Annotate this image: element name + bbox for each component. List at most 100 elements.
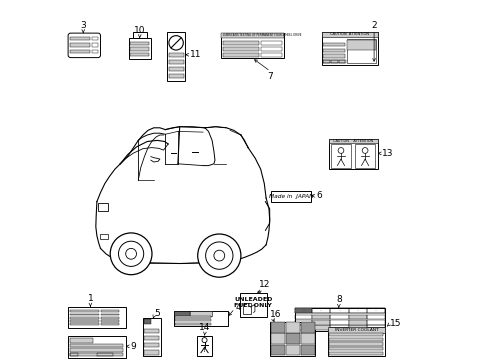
Bar	[311, 308, 329, 313]
Bar	[144, 329, 159, 333]
Bar	[294, 308, 384, 313]
Bar	[270, 322, 285, 333]
Bar	[97, 353, 113, 356]
Text: Made in  JAPAN: Made in JAPAN	[268, 194, 313, 199]
Text: LUBRICANT/TESTING OF PERMANENT FOUR-WHEEL DRIVE: LUBRICANT/TESTING OF PERMANENT FOUR-WHEE…	[223, 33, 301, 37]
Bar	[168, 74, 183, 78]
Bar	[100, 234, 107, 239]
Text: 13: 13	[381, 149, 393, 158]
Text: 8: 8	[335, 295, 341, 304]
Text: CAUTION    ATTENTION: CAUTION ATTENTION	[333, 139, 373, 143]
Bar	[328, 139, 377, 169]
Bar	[197, 336, 212, 356]
Text: INVERTER COOLANT: INVERTER COOLANT	[334, 328, 378, 332]
Bar	[221, 33, 284, 58]
Text: 5: 5	[154, 310, 160, 319]
Bar	[329, 352, 382, 355]
Bar	[323, 60, 344, 63]
Text: 7: 7	[266, 72, 272, 81]
Bar	[68, 307, 125, 328]
Bar	[98, 203, 107, 211]
Bar	[366, 315, 384, 319]
Bar	[271, 191, 310, 202]
Text: 10: 10	[134, 26, 145, 35]
Bar	[328, 139, 377, 143]
Bar	[366, 325, 384, 330]
Bar	[294, 308, 384, 331]
Bar	[300, 333, 314, 344]
Bar	[70, 317, 99, 319]
Bar	[311, 315, 329, 319]
Bar	[348, 320, 366, 325]
Text: UNLEADED: UNLEADED	[234, 297, 272, 302]
Bar	[285, 322, 299, 333]
Bar	[70, 310, 99, 312]
Bar	[323, 54, 344, 58]
Bar	[144, 319, 151, 324]
Text: ...: ...	[319, 308, 322, 312]
Text: !: !	[203, 347, 205, 353]
Bar	[300, 345, 314, 355]
Circle shape	[110, 233, 152, 275]
Bar	[348, 325, 366, 330]
Bar	[175, 323, 211, 325]
Circle shape	[197, 234, 241, 277]
Bar	[270, 333, 285, 344]
Bar	[133, 32, 146, 38]
Bar	[285, 345, 299, 355]
Bar	[311, 320, 329, 325]
Bar	[327, 327, 384, 356]
Bar	[327, 327, 384, 333]
Bar	[222, 47, 258, 51]
Bar	[354, 144, 374, 168]
Bar	[323, 60, 329, 63]
Bar	[329, 320, 348, 325]
Bar	[321, 32, 377, 37]
Bar	[91, 37, 98, 40]
Bar	[101, 317, 118, 319]
Bar	[91, 50, 98, 53]
Bar	[70, 338, 93, 343]
Bar	[329, 338, 382, 341]
Bar	[128, 38, 151, 59]
Bar	[294, 320, 311, 325]
Bar	[144, 350, 159, 355]
Bar	[70, 50, 90, 53]
Bar	[174, 311, 189, 316]
Circle shape	[125, 248, 136, 259]
Bar	[70, 353, 123, 356]
Text: 14: 14	[199, 323, 210, 332]
Bar	[129, 53, 149, 56]
Bar	[329, 315, 348, 319]
Bar	[70, 323, 99, 325]
Text: 16: 16	[270, 310, 282, 319]
Circle shape	[213, 250, 224, 261]
Bar	[70, 344, 123, 347]
Bar	[329, 347, 382, 350]
Bar	[129, 47, 149, 51]
Bar	[323, 49, 344, 52]
Bar	[222, 41, 258, 45]
Bar	[68, 336, 125, 358]
Bar	[270, 345, 285, 355]
Bar	[144, 336, 159, 340]
Bar	[329, 308, 348, 313]
Bar	[222, 53, 258, 57]
Bar	[269, 322, 314, 356]
Bar	[167, 32, 185, 81]
Bar	[330, 144, 351, 168]
Text: 3: 3	[80, 21, 86, 30]
FancyBboxPatch shape	[68, 33, 101, 58]
Bar	[329, 333, 382, 336]
Bar	[321, 32, 377, 65]
Bar	[260, 53, 281, 57]
Bar	[221, 33, 284, 38]
Bar	[91, 43, 98, 47]
Bar	[366, 308, 384, 313]
Bar	[144, 343, 159, 347]
Bar	[101, 323, 118, 325]
Bar	[300, 322, 314, 333]
Bar	[101, 310, 118, 312]
Bar	[70, 353, 78, 356]
Text: ...: ...	[338, 308, 340, 312]
